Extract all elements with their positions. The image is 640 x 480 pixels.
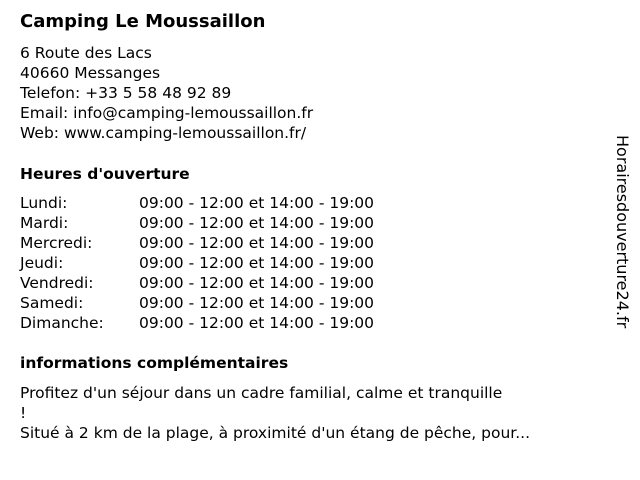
info-line: Profitez d'un séjour dans un cadre famil… bbox=[20, 384, 503, 402]
day-label: Dimanche: bbox=[20, 314, 104, 332]
hours-table: Lundi: 09:00 - 12:00 et 14:00 - 19:00 Mar… bbox=[20, 193, 374, 333]
time-range: 09:00 - 12:00 et 14:00 - 19:00 bbox=[139, 294, 375, 312]
website: Web: www.camping-lemoussaillon.fr/ bbox=[20, 124, 307, 142]
info-heading: informations complémentaires bbox=[20, 354, 289, 372]
address-block: 6 Route des Lacs 40660 Messanges Telefon… bbox=[20, 43, 313, 143]
time-range: 09:00 - 12:00 et 14:00 - 19:00 bbox=[139, 194, 375, 212]
phone: Telefon: +33 5 58 48 92 89 bbox=[20, 84, 232, 102]
day-label: Jeudi: bbox=[20, 254, 64, 272]
time-range: 09:00 - 12:00 et 14:00 - 19:00 bbox=[139, 254, 375, 272]
city: 40660 Messanges bbox=[20, 64, 161, 82]
info-line: Situé à 2 km de la plage, à proximité d'… bbox=[20, 424, 531, 442]
hours-row: Lundi: 09:00 - 12:00 et 14:00 - 19:00 bbox=[20, 193, 374, 213]
hours-heading: Heures d'ouverture bbox=[20, 165, 190, 183]
hours-row: Mardi: 09:00 - 12:00 et 14:00 - 19:00 bbox=[20, 213, 374, 233]
time-range: 09:00 - 12:00 et 14:00 - 19:00 bbox=[139, 274, 375, 292]
hours-row: Samedi: 09:00 - 12:00 et 14:00 - 19:00 bbox=[20, 293, 374, 313]
info-line: ! bbox=[20, 404, 27, 422]
day-label: Samedi: bbox=[20, 294, 84, 312]
hours-row: Mercredi: 09:00 - 12:00 et 14:00 - 19:00 bbox=[20, 233, 374, 253]
time-range: 09:00 - 12:00 et 14:00 - 19:00 bbox=[139, 314, 375, 332]
email: Email: info@camping-lemoussaillon.fr bbox=[20, 104, 314, 122]
site-watermark: Horairesdouverture24.fr bbox=[613, 135, 632, 329]
hours-row: Vendredi: 09:00 - 12:00 et 14:00 - 19:00 bbox=[20, 273, 374, 293]
street: 6 Route des Lacs bbox=[20, 44, 152, 62]
day-label: Lundi: bbox=[20, 194, 68, 212]
time-range: 09:00 - 12:00 et 14:00 - 19:00 bbox=[139, 214, 375, 232]
hours-row: Jeudi: 09:00 - 12:00 et 14:00 - 19:00 bbox=[20, 253, 374, 273]
day-label: Mardi: bbox=[20, 214, 69, 232]
page-title: Camping Le Moussaillon bbox=[20, 11, 266, 32]
day-label: Vendredi: bbox=[20, 274, 94, 292]
time-range: 09:00 - 12:00 et 14:00 - 19:00 bbox=[139, 234, 375, 252]
info-text: Profitez d'un séjour dans un cadre famil… bbox=[20, 383, 600, 443]
hours-row: Dimanche: 09:00 - 12:00 et 14:00 - 19:00 bbox=[20, 313, 374, 333]
day-label: Mercredi: bbox=[20, 234, 93, 252]
